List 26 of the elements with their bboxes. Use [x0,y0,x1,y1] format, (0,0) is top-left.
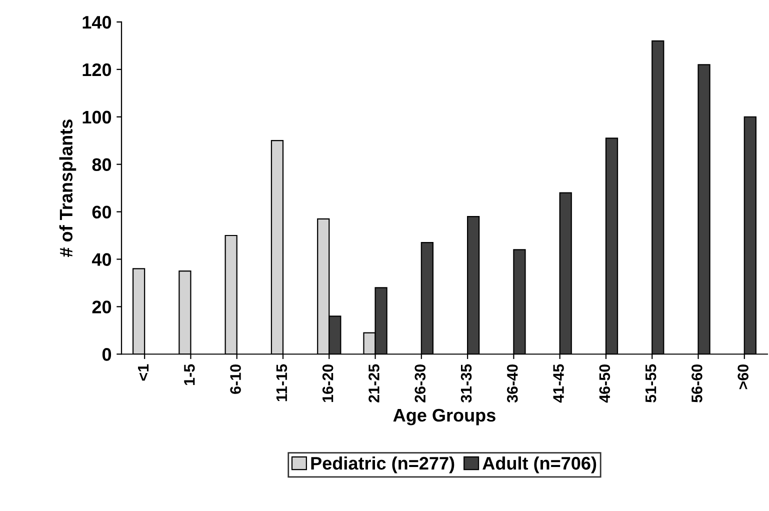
y-tick-label: 120 [82,63,112,76]
legend-label: Adult (n=706) [482,456,596,474]
x-tick-label: 41-45 [553,364,564,403]
y-tick-label: 0 [102,348,112,361]
x-tick-label: 21-25 [368,364,380,402]
x-tick-label: >60 [738,364,748,390]
legend-label: Pediatric (n=277) [311,456,454,474]
x-tick-label: <1 [138,364,149,381]
y-axis-title: # of Transplants [59,120,76,257]
x-tick-label: 26-30 [414,364,426,402]
x-tick-label: 1-5 [184,364,195,385]
x-tick-label: 56-60 [692,364,702,402]
x-tick-label: 31-35 [460,364,472,403]
y-tick-label: 100 [82,110,112,124]
y-tick-label: 80 [92,158,112,172]
y-tick-label: 20 [92,300,112,314]
x-tick-label: 51-55 [646,364,656,402]
x-tick-label: 16-20 [322,364,334,402]
x-tick-label: 11-15 [276,364,288,402]
y-tick-label: 140 [82,16,112,29]
x-tick-label: 46-50 [599,364,610,403]
x-axis-title: Age Groups [393,408,496,426]
x-tick-label: 6-10 [230,364,241,394]
y-tick-label: 60 [92,206,112,218]
x-tick-label: 36-40 [506,364,518,403]
y-tick-label: 40 [92,253,112,266]
